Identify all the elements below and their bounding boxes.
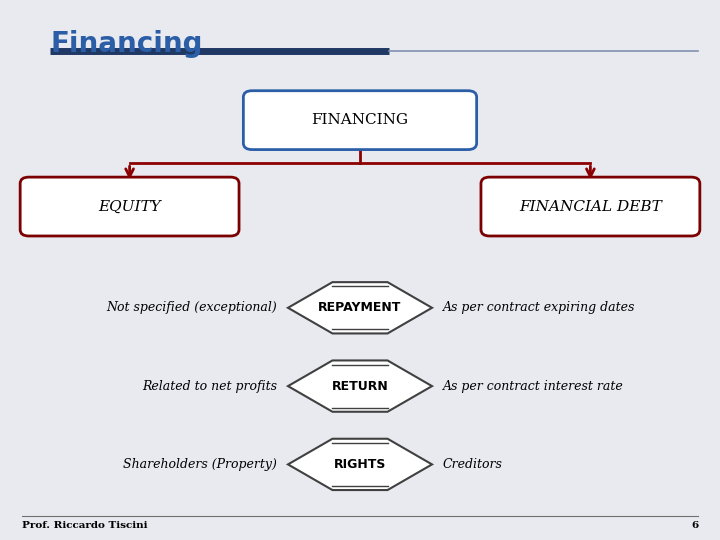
FancyBboxPatch shape: [243, 91, 477, 150]
Polygon shape: [288, 361, 432, 411]
FancyBboxPatch shape: [481, 177, 700, 236]
Text: RIGHTS: RIGHTS: [334, 458, 386, 471]
Text: 6: 6: [691, 521, 698, 530]
Polygon shape: [288, 438, 432, 490]
Text: Shareholders (Property): Shareholders (Property): [123, 458, 277, 471]
Text: Prof. Riccardo Tiscini: Prof. Riccardo Tiscini: [22, 521, 147, 530]
Text: Not specified (exceptional): Not specified (exceptional): [107, 301, 277, 314]
Text: EQUITY: EQUITY: [98, 200, 161, 213]
Text: As per contract interest rate: As per contract interest rate: [443, 380, 624, 393]
Polygon shape: [288, 282, 432, 333]
Text: As per contract expiring dates: As per contract expiring dates: [443, 301, 635, 314]
Text: Related to net profits: Related to net profits: [142, 380, 277, 393]
Text: FINANCING: FINANCING: [312, 113, 408, 127]
Text: REPAYMENT: REPAYMENT: [318, 301, 402, 314]
Text: RETURN: RETURN: [332, 380, 388, 393]
Text: Creditors: Creditors: [443, 458, 503, 471]
FancyBboxPatch shape: [20, 177, 239, 236]
Text: Financing: Financing: [50, 30, 203, 58]
Text: FINANCIAL DEBT: FINANCIAL DEBT: [519, 200, 662, 213]
